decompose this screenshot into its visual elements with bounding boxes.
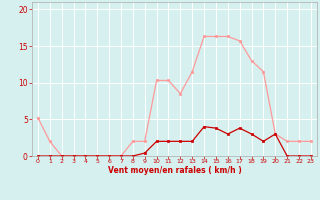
X-axis label: Vent moyen/en rafales ( km/h ): Vent moyen/en rafales ( km/h ) [108,166,241,175]
